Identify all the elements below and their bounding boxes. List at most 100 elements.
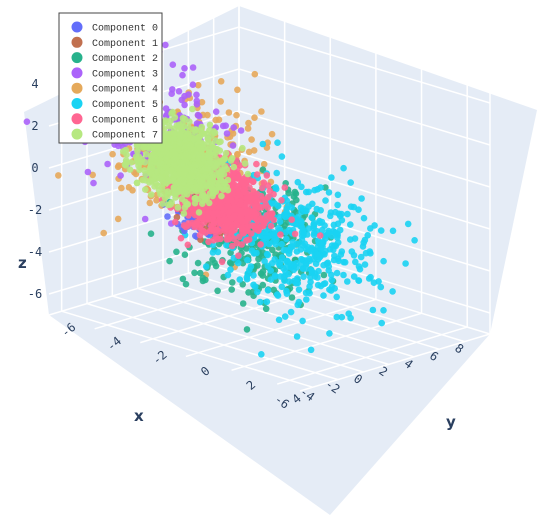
data-point (288, 216, 296, 223)
legend-marker (71, 21, 83, 33)
data-point (162, 149, 170, 156)
data-point (253, 171, 261, 178)
tick-label: -4 (28, 245, 42, 259)
data-point (333, 269, 341, 277)
data-point (212, 108, 220, 115)
data-point (359, 243, 367, 250)
data-point (104, 160, 111, 168)
data-point (166, 123, 173, 130)
data-point (260, 160, 268, 168)
data-point (173, 122, 181, 129)
data-point (212, 149, 219, 157)
data-point (228, 227, 236, 235)
data-points (23, 41, 418, 358)
data-point (202, 276, 209, 284)
data-point (191, 269, 198, 277)
data-point (171, 130, 178, 138)
data-point (325, 189, 333, 196)
data-point (298, 236, 306, 244)
legend-item[interactable]: Component 1 (71, 36, 159, 50)
data-point (287, 243, 295, 251)
data-point (288, 294, 296, 301)
data-point (147, 191, 155, 198)
data-point (229, 242, 236, 250)
data-point (310, 219, 318, 227)
data-point (338, 216, 346, 224)
legend-item[interactable]: Component 2 (71, 52, 159, 65)
data-point (246, 194, 254, 201)
data-point (175, 88, 183, 95)
data-point (221, 155, 228, 163)
data-point (191, 186, 199, 193)
data-point (278, 197, 285, 204)
data-point (262, 305, 270, 313)
legend-item[interactable]: Component 7 (71, 128, 159, 142)
data-point (163, 164, 170, 172)
data-point (159, 200, 166, 207)
data-point (325, 229, 332, 237)
grid-line (231, 312, 422, 371)
legend-item[interactable]: Component 3 (71, 67, 159, 80)
data-point (352, 258, 359, 266)
data-point (154, 182, 162, 190)
data-point (181, 101, 188, 109)
legend-item[interactable]: Component 5 (71, 98, 159, 111)
data-point (173, 171, 181, 179)
data-point (404, 220, 412, 228)
data-point (172, 194, 179, 201)
legend-item[interactable]: Component 6 (71, 113, 159, 126)
data-point (249, 178, 257, 185)
data-point (252, 197, 260, 204)
data-point (263, 250, 271, 258)
legend-item[interactable]: Component 0 (71, 21, 159, 35)
data-point (307, 247, 314, 255)
data-point (245, 289, 252, 296)
data-point (230, 124, 237, 131)
data-point (243, 326, 251, 333)
data-point (241, 203, 248, 211)
data-point (333, 313, 341, 321)
data-point (251, 114, 258, 121)
data-point (181, 251, 189, 258)
data-point (285, 270, 292, 278)
legend[interactable]: Component 0 Component 1 Component 2 Compone… (58, 12, 163, 144)
data-point (244, 256, 251, 264)
data-point (261, 219, 268, 227)
data-point (218, 192, 225, 200)
data-point (268, 130, 276, 138)
data-point (300, 227, 307, 234)
data-point (270, 230, 278, 238)
data-point (217, 171, 225, 179)
data-point (224, 271, 232, 279)
data-point (283, 263, 290, 271)
data-point (283, 208, 290, 216)
data-point (169, 86, 176, 93)
data-point (146, 199, 154, 207)
data-point (271, 273, 279, 280)
data-point (192, 126, 199, 134)
data-point (276, 261, 284, 269)
data-point (250, 147, 258, 154)
data-point (258, 196, 266, 203)
data-point (89, 171, 96, 179)
grid-line (299, 333, 491, 392)
data-point (257, 241, 264, 248)
data-point (245, 119, 252, 127)
data-point (176, 140, 183, 147)
data-point (100, 229, 107, 237)
data-point (195, 209, 203, 216)
data-point (357, 253, 365, 261)
legend-item[interactable]: Component 4 (71, 82, 159, 96)
data-point (411, 237, 418, 244)
data-point (169, 156, 177, 163)
data-point (216, 204, 223, 211)
data-point (244, 125, 252, 132)
data-point (285, 250, 293, 257)
grid-line (61, 310, 313, 388)
data-point (365, 275, 373, 282)
data-point (269, 246, 276, 254)
data-point (299, 317, 306, 325)
data-point (243, 274, 251, 281)
data-point (142, 150, 150, 158)
